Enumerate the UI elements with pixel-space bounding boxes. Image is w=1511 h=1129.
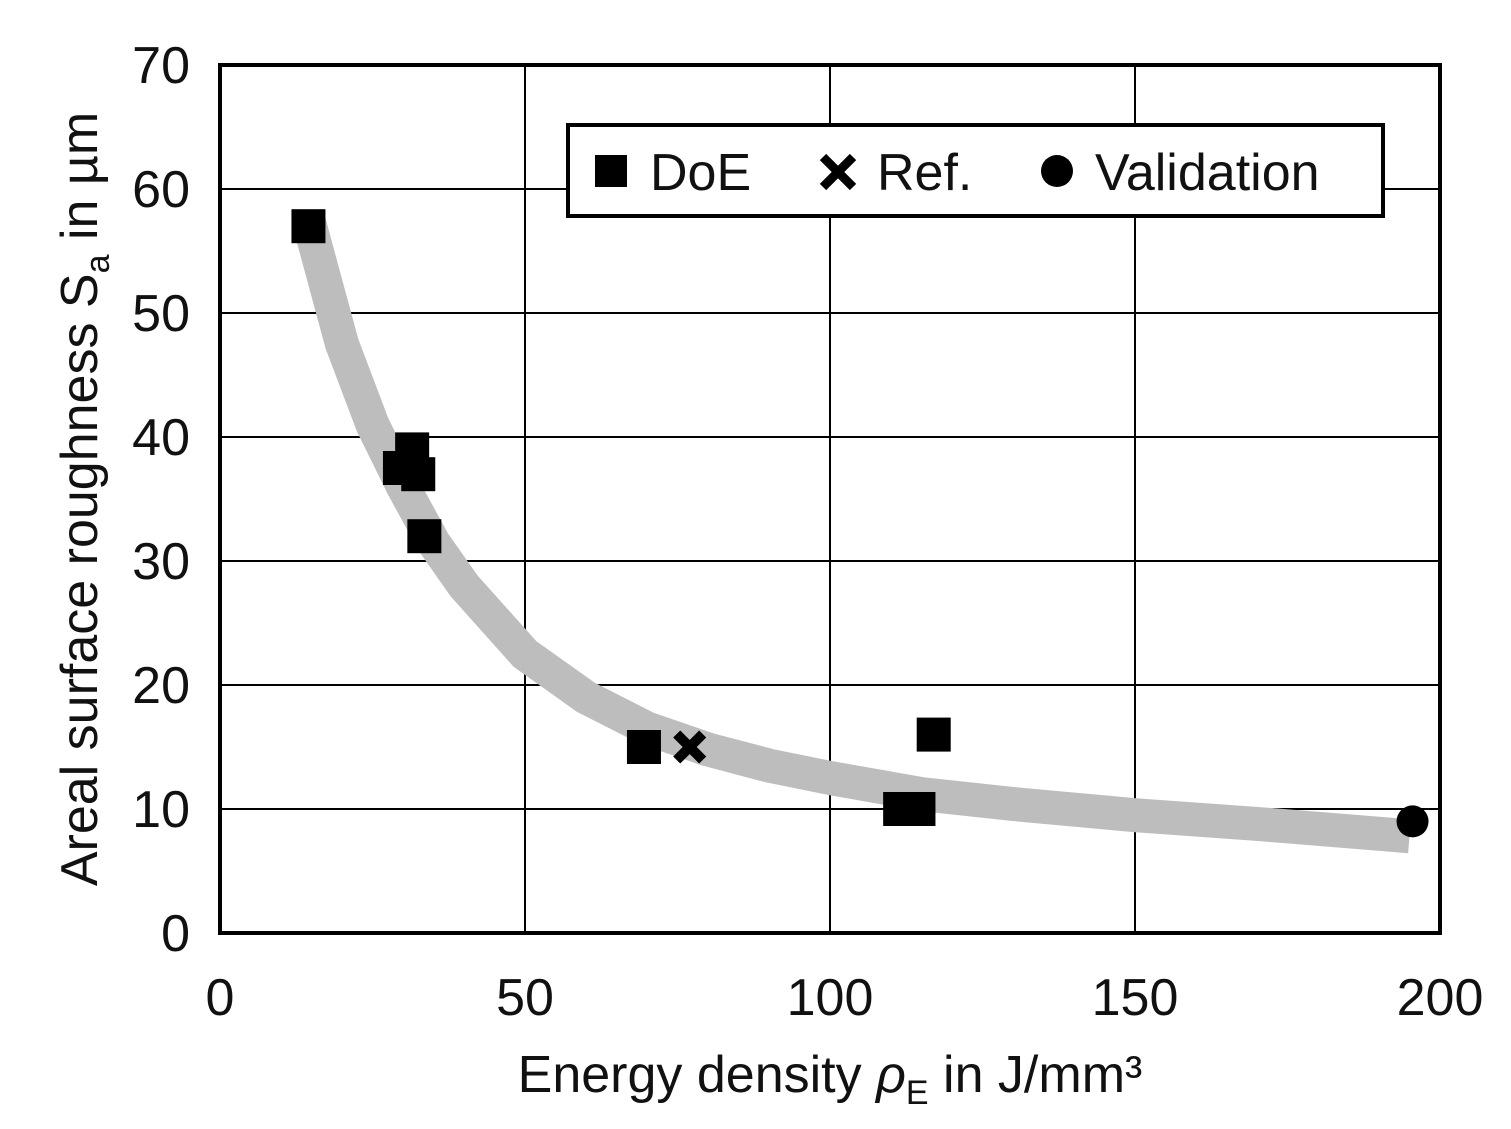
doe-point bbox=[901, 792, 936, 826]
legend-validation-label: Validation bbox=[1095, 144, 1320, 202]
y-tick-label: 0 bbox=[161, 905, 190, 963]
y-axis-title-suffix: in µm bbox=[51, 112, 109, 255]
y-tick-labels: 0 10 20 30 40 50 60 70 bbox=[132, 37, 190, 963]
y-tick-label: 50 bbox=[132, 285, 190, 343]
y-tick-label: 70 bbox=[132, 37, 190, 95]
legend-doe-marker bbox=[595, 155, 627, 187]
legend-doe-label: DoE bbox=[650, 144, 751, 202]
data-points bbox=[291, 209, 1429, 838]
x-tick-label: 100 bbox=[787, 969, 874, 1027]
x-tick-label: 200 bbox=[1397, 969, 1484, 1027]
legend-validation-marker bbox=[1041, 155, 1073, 187]
ref-point bbox=[673, 730, 707, 764]
plot-frame bbox=[218, 63, 1442, 935]
x-axis-title-symbol: ρ bbox=[874, 1046, 906, 1104]
y-axis-title-prefix: Areal surface roughness bbox=[51, 308, 109, 886]
validation-point bbox=[1396, 805, 1429, 838]
x-tick-label: 0 bbox=[206, 969, 235, 1027]
x-axis-title: Energy density ρE in J/mm³ bbox=[518, 1046, 1143, 1112]
y-tick-label: 30 bbox=[132, 533, 190, 591]
y-axis-title-symbol: S bbox=[51, 273, 109, 308]
y-tick-label: 20 bbox=[132, 657, 190, 715]
legend-box bbox=[566, 123, 1385, 218]
x-axis-title-subscript: E bbox=[906, 1074, 929, 1112]
x-tick-labels: 0 50 100 150 200 bbox=[206, 969, 1484, 1027]
x-axis-title-prefix: Energy density bbox=[518, 1046, 876, 1104]
doe-point bbox=[401, 457, 436, 492]
y-axis-title-subscript: a bbox=[79, 254, 117, 273]
legend: DoE Ref. Validation bbox=[566, 123, 1385, 218]
doe-point bbox=[407, 519, 442, 554]
doe-point bbox=[626, 730, 661, 764]
legend-ref-label: Ref. bbox=[877, 144, 972, 202]
doe-point bbox=[291, 209, 326, 244]
y-tick-label: 60 bbox=[132, 161, 190, 219]
y-tick-label: 10 bbox=[132, 781, 190, 839]
y-axis-title: Areal surface roughness Sa in µm bbox=[51, 112, 117, 886]
doe-point bbox=[916, 717, 951, 752]
y-tick-label: 40 bbox=[132, 409, 190, 467]
x-tick-label: 150 bbox=[1092, 969, 1179, 1027]
x-tick-label: 50 bbox=[496, 969, 554, 1027]
legend-ref-marker bbox=[819, 153, 857, 191]
x-axis-title-suffix: in J/mm³ bbox=[929, 1046, 1143, 1104]
